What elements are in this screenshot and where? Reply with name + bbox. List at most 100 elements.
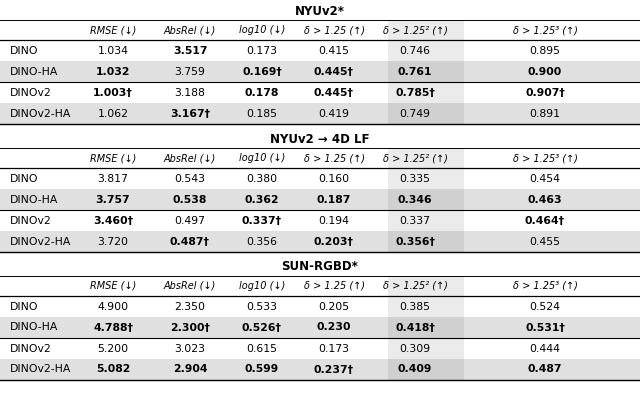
Text: 0.185: 0.185 xyxy=(246,108,278,118)
Text: 0.178: 0.178 xyxy=(245,88,279,98)
Text: 3.517: 3.517 xyxy=(173,45,207,55)
Text: δ > 1.25² (↑): δ > 1.25² (↑) xyxy=(383,153,447,163)
Bar xyxy=(0,359,640,380)
Text: 0.526†: 0.526† xyxy=(242,322,282,332)
Text: DINOv2: DINOv2 xyxy=(10,344,52,354)
Text: 0.346: 0.346 xyxy=(397,194,432,204)
Text: 0.356: 0.356 xyxy=(246,236,278,246)
Bar xyxy=(388,82,464,103)
Bar xyxy=(388,210,464,231)
Text: DINO-HA: DINO-HA xyxy=(10,194,58,204)
Text: 0.309: 0.309 xyxy=(399,344,431,354)
Bar xyxy=(0,148,640,168)
Bar xyxy=(0,82,640,103)
Bar xyxy=(0,317,640,338)
Bar xyxy=(0,40,640,61)
Text: 1.032: 1.032 xyxy=(96,66,131,76)
Text: δ > 1.25³ (↑): δ > 1.25³ (↑) xyxy=(513,281,577,291)
Text: 0.380: 0.380 xyxy=(246,173,278,183)
Bar xyxy=(0,20,640,40)
Bar xyxy=(388,359,464,380)
Text: 3.757: 3.757 xyxy=(96,194,131,204)
Text: 0.194: 0.194 xyxy=(319,216,349,226)
Text: DINO: DINO xyxy=(10,173,38,183)
Text: RMSE (↓): RMSE (↓) xyxy=(90,281,136,291)
Text: 0.907†: 0.907† xyxy=(525,88,565,98)
Text: 0.169†: 0.169† xyxy=(242,66,282,76)
Text: δ > 1.25 (↑): δ > 1.25 (↑) xyxy=(303,25,365,35)
Text: 0.385: 0.385 xyxy=(399,301,431,311)
Text: 5.082: 5.082 xyxy=(96,364,130,374)
Text: 0.615: 0.615 xyxy=(246,344,278,354)
Bar xyxy=(0,258,640,276)
Text: 0.454: 0.454 xyxy=(529,173,561,183)
Text: 0.524: 0.524 xyxy=(529,301,561,311)
Bar xyxy=(0,61,640,82)
Bar xyxy=(388,168,464,189)
Bar xyxy=(0,2,640,20)
Text: 0.337†: 0.337† xyxy=(242,216,282,226)
Text: 0.599: 0.599 xyxy=(245,364,279,374)
Text: NYUv2*: NYUv2* xyxy=(295,5,345,18)
Text: DINOv2: DINOv2 xyxy=(10,216,52,226)
Text: 0.173: 0.173 xyxy=(246,45,278,55)
Text: RMSE (↓): RMSE (↓) xyxy=(90,25,136,35)
Text: 0.203†: 0.203† xyxy=(314,236,354,246)
Text: 0.409: 0.409 xyxy=(398,364,432,374)
Text: 0.230: 0.230 xyxy=(317,322,351,332)
Text: DINOv2: DINOv2 xyxy=(10,88,52,98)
Text: 2.904: 2.904 xyxy=(173,364,207,374)
Text: 0.337: 0.337 xyxy=(399,216,431,226)
Text: 0.356†: 0.356† xyxy=(395,236,435,246)
Text: DINOv2-HA: DINOv2-HA xyxy=(10,236,72,246)
Text: 1.034: 1.034 xyxy=(97,45,129,55)
Text: δ > 1.25 (↑): δ > 1.25 (↑) xyxy=(303,153,365,163)
Bar xyxy=(0,130,640,148)
Text: RMSE (↓): RMSE (↓) xyxy=(90,153,136,163)
Text: 3.188: 3.188 xyxy=(175,88,205,98)
Bar xyxy=(388,231,464,252)
Text: 0.237†: 0.237† xyxy=(314,364,354,374)
Text: 2.300†: 2.300† xyxy=(170,322,210,332)
Text: log10 (↓): log10 (↓) xyxy=(239,25,285,35)
Text: 0.785†: 0.785† xyxy=(395,88,435,98)
Text: DINOv2-HA: DINOv2-HA xyxy=(10,364,72,374)
Text: 0.463: 0.463 xyxy=(528,194,563,204)
Text: 1.062: 1.062 xyxy=(97,108,129,118)
Text: 0.487: 0.487 xyxy=(528,364,563,374)
Text: 0.761: 0.761 xyxy=(397,66,432,76)
Text: 0.533: 0.533 xyxy=(246,301,278,311)
Bar xyxy=(388,338,464,359)
Text: 0.444: 0.444 xyxy=(529,344,561,354)
Text: 0.543: 0.543 xyxy=(175,173,205,183)
Bar xyxy=(388,61,464,82)
Text: DINO: DINO xyxy=(10,45,38,55)
Text: 2.350: 2.350 xyxy=(175,301,205,311)
Text: 3.167†: 3.167† xyxy=(170,108,210,118)
Text: DINO-HA: DINO-HA xyxy=(10,66,58,76)
Text: 3.759: 3.759 xyxy=(175,66,205,76)
Text: 0.445†: 0.445† xyxy=(314,66,354,76)
Text: 3.720: 3.720 xyxy=(97,236,129,246)
Text: AbsRel (↓): AbsRel (↓) xyxy=(164,25,216,35)
Text: AbsRel (↓): AbsRel (↓) xyxy=(164,153,216,163)
Text: 0.455: 0.455 xyxy=(529,236,561,246)
Text: 4.788†: 4.788† xyxy=(93,322,133,332)
Bar xyxy=(0,296,640,317)
Text: 0.173: 0.173 xyxy=(319,344,349,354)
Text: 3.817: 3.817 xyxy=(97,173,129,183)
Bar xyxy=(388,189,464,210)
Text: δ > 1.25³ (↑): δ > 1.25³ (↑) xyxy=(513,25,577,35)
Bar xyxy=(0,189,640,210)
Text: 0.335: 0.335 xyxy=(399,173,431,183)
Bar xyxy=(388,40,464,61)
Text: 3.460†: 3.460† xyxy=(93,216,133,226)
Bar xyxy=(0,103,640,124)
Text: δ > 1.25² (↑): δ > 1.25² (↑) xyxy=(383,25,447,35)
Text: 0.418†: 0.418† xyxy=(395,322,435,332)
Text: 0.749: 0.749 xyxy=(399,108,431,118)
Bar xyxy=(0,168,640,189)
Text: 0.531†: 0.531† xyxy=(525,322,565,332)
Text: 5.200: 5.200 xyxy=(97,344,129,354)
Text: 0.900: 0.900 xyxy=(528,66,562,76)
